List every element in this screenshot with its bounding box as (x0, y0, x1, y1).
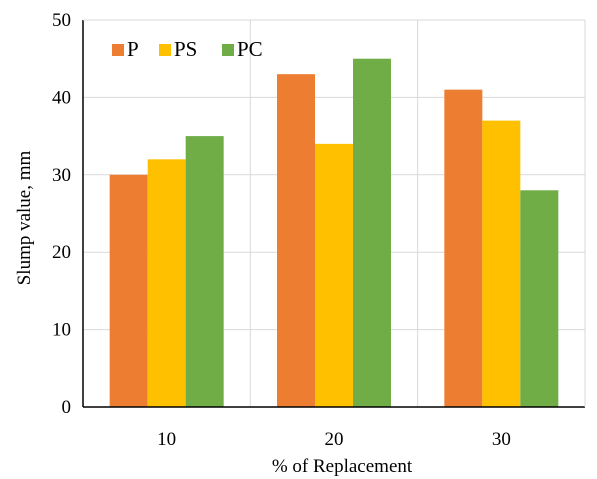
bar-pc-30 (520, 190, 559, 407)
bar-pc-20 (353, 58, 391, 407)
x-tick-label: 30 (492, 429, 511, 450)
axes (82, 19, 586, 408)
y-tick-label: 10 (52, 320, 71, 341)
bar-p-10 (109, 174, 148, 407)
x-axis-title: % of Replacement (272, 456, 413, 477)
bar-ps-10 (147, 159, 186, 407)
y-tick-label: 0 (62, 397, 72, 418)
legend: P PS PC (112, 37, 263, 61)
bar-p-20 (277, 74, 315, 408)
bar-p-30 (444, 89, 483, 407)
legend-label-p: P (127, 37, 139, 61)
y-tick-label: 40 (52, 87, 71, 108)
bars (109, 58, 559, 408)
y-tick-label: 50 (52, 10, 71, 31)
bar-pc-10 (185, 136, 224, 407)
legend-label-pc: PC (237, 37, 263, 61)
tick-labels: 0 10 20 30 40 50 10 20 30 (52, 10, 511, 450)
y-tick-label: 20 (52, 242, 71, 263)
bar-ps-30 (482, 120, 521, 408)
legend-swatch-pc (222, 44, 234, 56)
y-axis-title: Slump value, mm (14, 150, 35, 285)
x-tick-label: 10 (157, 429, 176, 450)
y-tick-label: 30 (52, 165, 71, 186)
x-tick-label: 20 (325, 429, 344, 450)
bar-ps-20 (315, 143, 353, 407)
legend-swatch-ps (159, 44, 171, 56)
legend-label-ps: PS (174, 37, 197, 61)
legend-swatch-p (112, 44, 124, 56)
